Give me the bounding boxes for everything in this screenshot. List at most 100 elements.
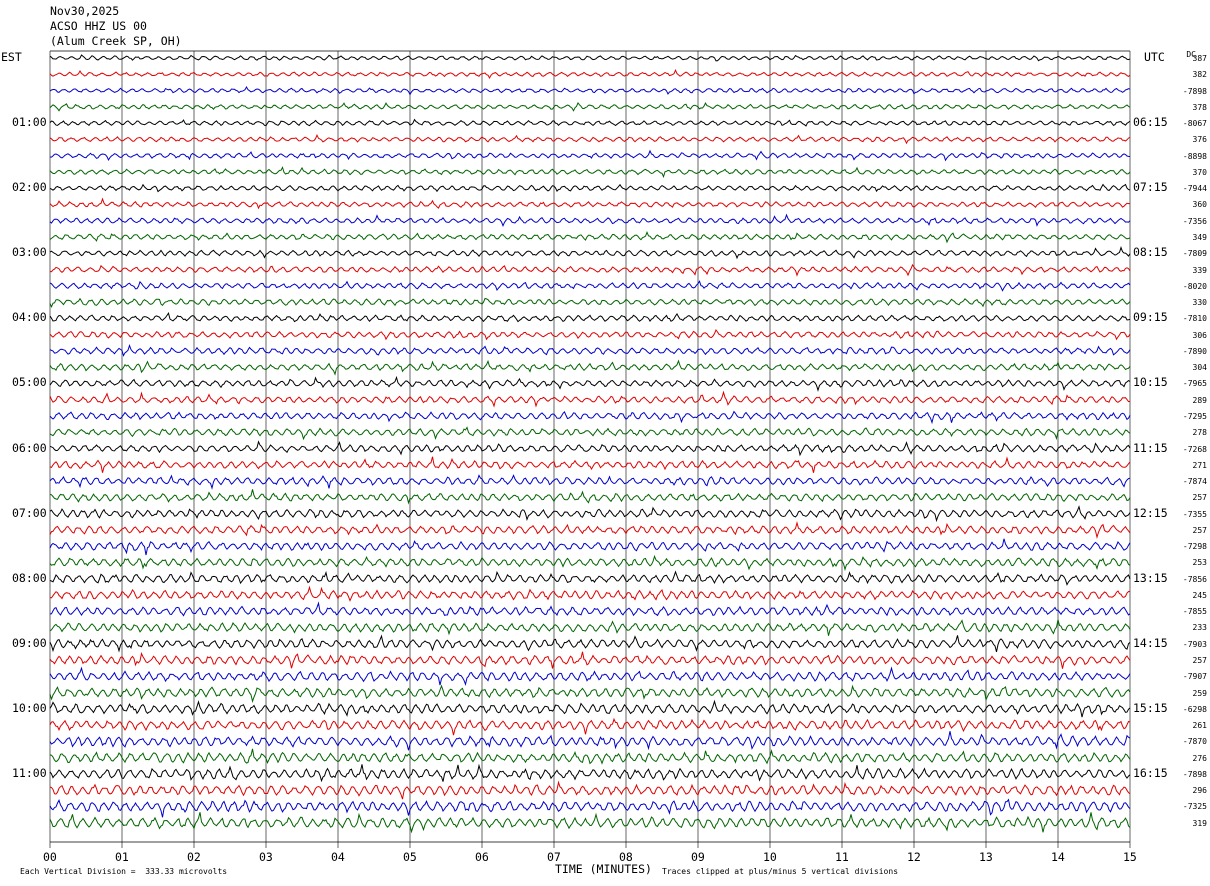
- trace-line-48: [49, 812, 1131, 834]
- left-hour-label: 07:00: [12, 505, 47, 520]
- dc-offset-label: 378: [1192, 102, 1207, 112]
- trace-line-6: [49, 133, 1131, 145]
- dc-offset-label: 257: [1192, 525, 1207, 535]
- left-hour-label: 04:00: [12, 310, 47, 325]
- trace-line-3: [49, 85, 1131, 96]
- dc-offset-label: 233: [1192, 623, 1207, 633]
- x-tick-label-02: 02: [187, 850, 201, 864]
- dc-offset-label: -7874: [1182, 477, 1207, 487]
- left-hour-label: 11:00: [12, 765, 47, 780]
- x-tick-label-01: 01: [115, 850, 129, 864]
- right-hour-label: 12:15: [1133, 505, 1168, 520]
- trace-line-42: [49, 717, 1131, 736]
- trace-line-11: [49, 213, 1131, 227]
- x-tick-label-12: 12: [907, 850, 921, 864]
- trace-line-25: [49, 440, 1131, 457]
- right-hour-label: 08:15: [1133, 245, 1168, 260]
- trace-line-12: [49, 230, 1131, 244]
- trace-line-17: [49, 312, 1131, 323]
- x-tick-label-15: 15: [1123, 850, 1137, 864]
- x-tick-label-00: 00: [43, 850, 57, 864]
- dc-offset-label: 253: [1192, 558, 1207, 568]
- trace-line-44: [49, 748, 1131, 765]
- x-tick-label-03: 03: [259, 850, 273, 864]
- footer-clip-note: Traces clipped at plus/minus 5 vertical …: [662, 867, 899, 876]
- left-timezone-label: EST: [1, 50, 22, 64]
- dc-offset-label: 376: [1192, 135, 1207, 145]
- dc-offset-label: 259: [1192, 688, 1207, 698]
- trace-line-10: [49, 197, 1130, 210]
- trace-line-40: [49, 684, 1131, 703]
- dc-offset-label: 319: [1192, 818, 1207, 828]
- trace-line-33: [49, 570, 1131, 586]
- header-date: Nov30,2025: [50, 4, 120, 18]
- trace-line-36: [49, 619, 1131, 636]
- dc-offset-label: -7907: [1182, 672, 1207, 682]
- left-hour-label: 01:00: [12, 115, 47, 130]
- footer-scale-note: Each Vertical Division = 333.33 microvol…: [20, 867, 228, 876]
- trace-line-46: [49, 780, 1131, 800]
- trace-line-21: [49, 375, 1131, 392]
- trace-line-15: [49, 280, 1131, 292]
- trace-line-32: [49, 554, 1131, 572]
- x-tick-label-13: 13: [979, 850, 993, 864]
- right-hour-label: 15:15: [1133, 700, 1168, 715]
- trace-line-8: [49, 166, 1131, 179]
- left-hour-label: 08:00: [12, 570, 47, 585]
- trace-line-24: [49, 426, 1131, 441]
- header-location: (Alum Creek SP, OH): [50, 34, 182, 48]
- left-hour-label: 06:00: [12, 440, 47, 455]
- dc-header-label: DC: [1186, 50, 1196, 59]
- right-hour-label: 10:15: [1133, 375, 1168, 390]
- dc-offset-label: 245: [1192, 590, 1207, 600]
- left-hour-label: 10:00: [12, 700, 47, 715]
- trace-line-34: [49, 585, 1131, 602]
- trace-line-38: [49, 651, 1131, 669]
- dc-offset-label: -7855: [1182, 607, 1207, 617]
- trace-group: [49, 54, 1131, 834]
- dc-offset-label: 296: [1192, 786, 1207, 796]
- x-tick-label-10: 10: [763, 850, 777, 864]
- dc-offset-label: -8067: [1182, 119, 1207, 129]
- dc-offset-label: 271: [1192, 460, 1207, 470]
- dc-offset-label: -7355: [1182, 509, 1207, 519]
- trace-line-20: [49, 359, 1131, 376]
- x-axis-title: TIME (MINUTES): [555, 862, 652, 876]
- trace-line-45: [49, 763, 1131, 783]
- left-hour-label: 05:00: [12, 375, 47, 390]
- right-hour-label: 16:15: [1133, 765, 1168, 780]
- dc-offset-label: 360: [1192, 200, 1207, 210]
- dc-offset-label: -7890: [1182, 346, 1207, 356]
- trace-line-9: [49, 183, 1131, 193]
- dc-offset-label: 339: [1192, 265, 1207, 275]
- dc-offset-label: -7965: [1182, 379, 1207, 389]
- trace-line-43: [49, 731, 1131, 751]
- trace-line-16: [49, 297, 1131, 309]
- trace-line-18: [49, 328, 1131, 341]
- trace-line-2: [49, 68, 1131, 80]
- dc-offset-label: -7944: [1182, 184, 1207, 194]
- trace-line-5: [49, 118, 1131, 127]
- dc-offset-label: 306: [1192, 330, 1207, 340]
- x-tick-label-07: 07: [547, 850, 561, 864]
- right-timezone-label: UTC: [1144, 50, 1165, 64]
- trace-line-30: [49, 521, 1131, 540]
- trace-line-1: [49, 54, 1131, 62]
- right-hour-label: 14:15: [1133, 635, 1168, 650]
- x-tick-label-06: 06: [475, 850, 489, 864]
- trace-line-23: [49, 410, 1131, 425]
- dc-offset-label: -7870: [1182, 737, 1207, 747]
- dc-offset-label: -8020: [1182, 281, 1207, 291]
- dc-offset-label: -7898: [1182, 86, 1207, 96]
- trace-line-26: [49, 456, 1131, 473]
- dc-offset-label: -7356: [1182, 216, 1207, 226]
- dc-offset-label: 257: [1192, 493, 1207, 503]
- dc-offset-label: -7298: [1182, 542, 1207, 552]
- right-hour-label: 06:15: [1133, 115, 1168, 130]
- dc-offset-label: -7295: [1182, 411, 1207, 421]
- dc-offset-label: -8898: [1182, 151, 1207, 161]
- left-hour-label: 09:00: [12, 635, 47, 650]
- right-hour-label: 13:15: [1133, 570, 1168, 585]
- trace-line-27: [49, 474, 1131, 490]
- dc-offset-label: 276: [1192, 753, 1207, 763]
